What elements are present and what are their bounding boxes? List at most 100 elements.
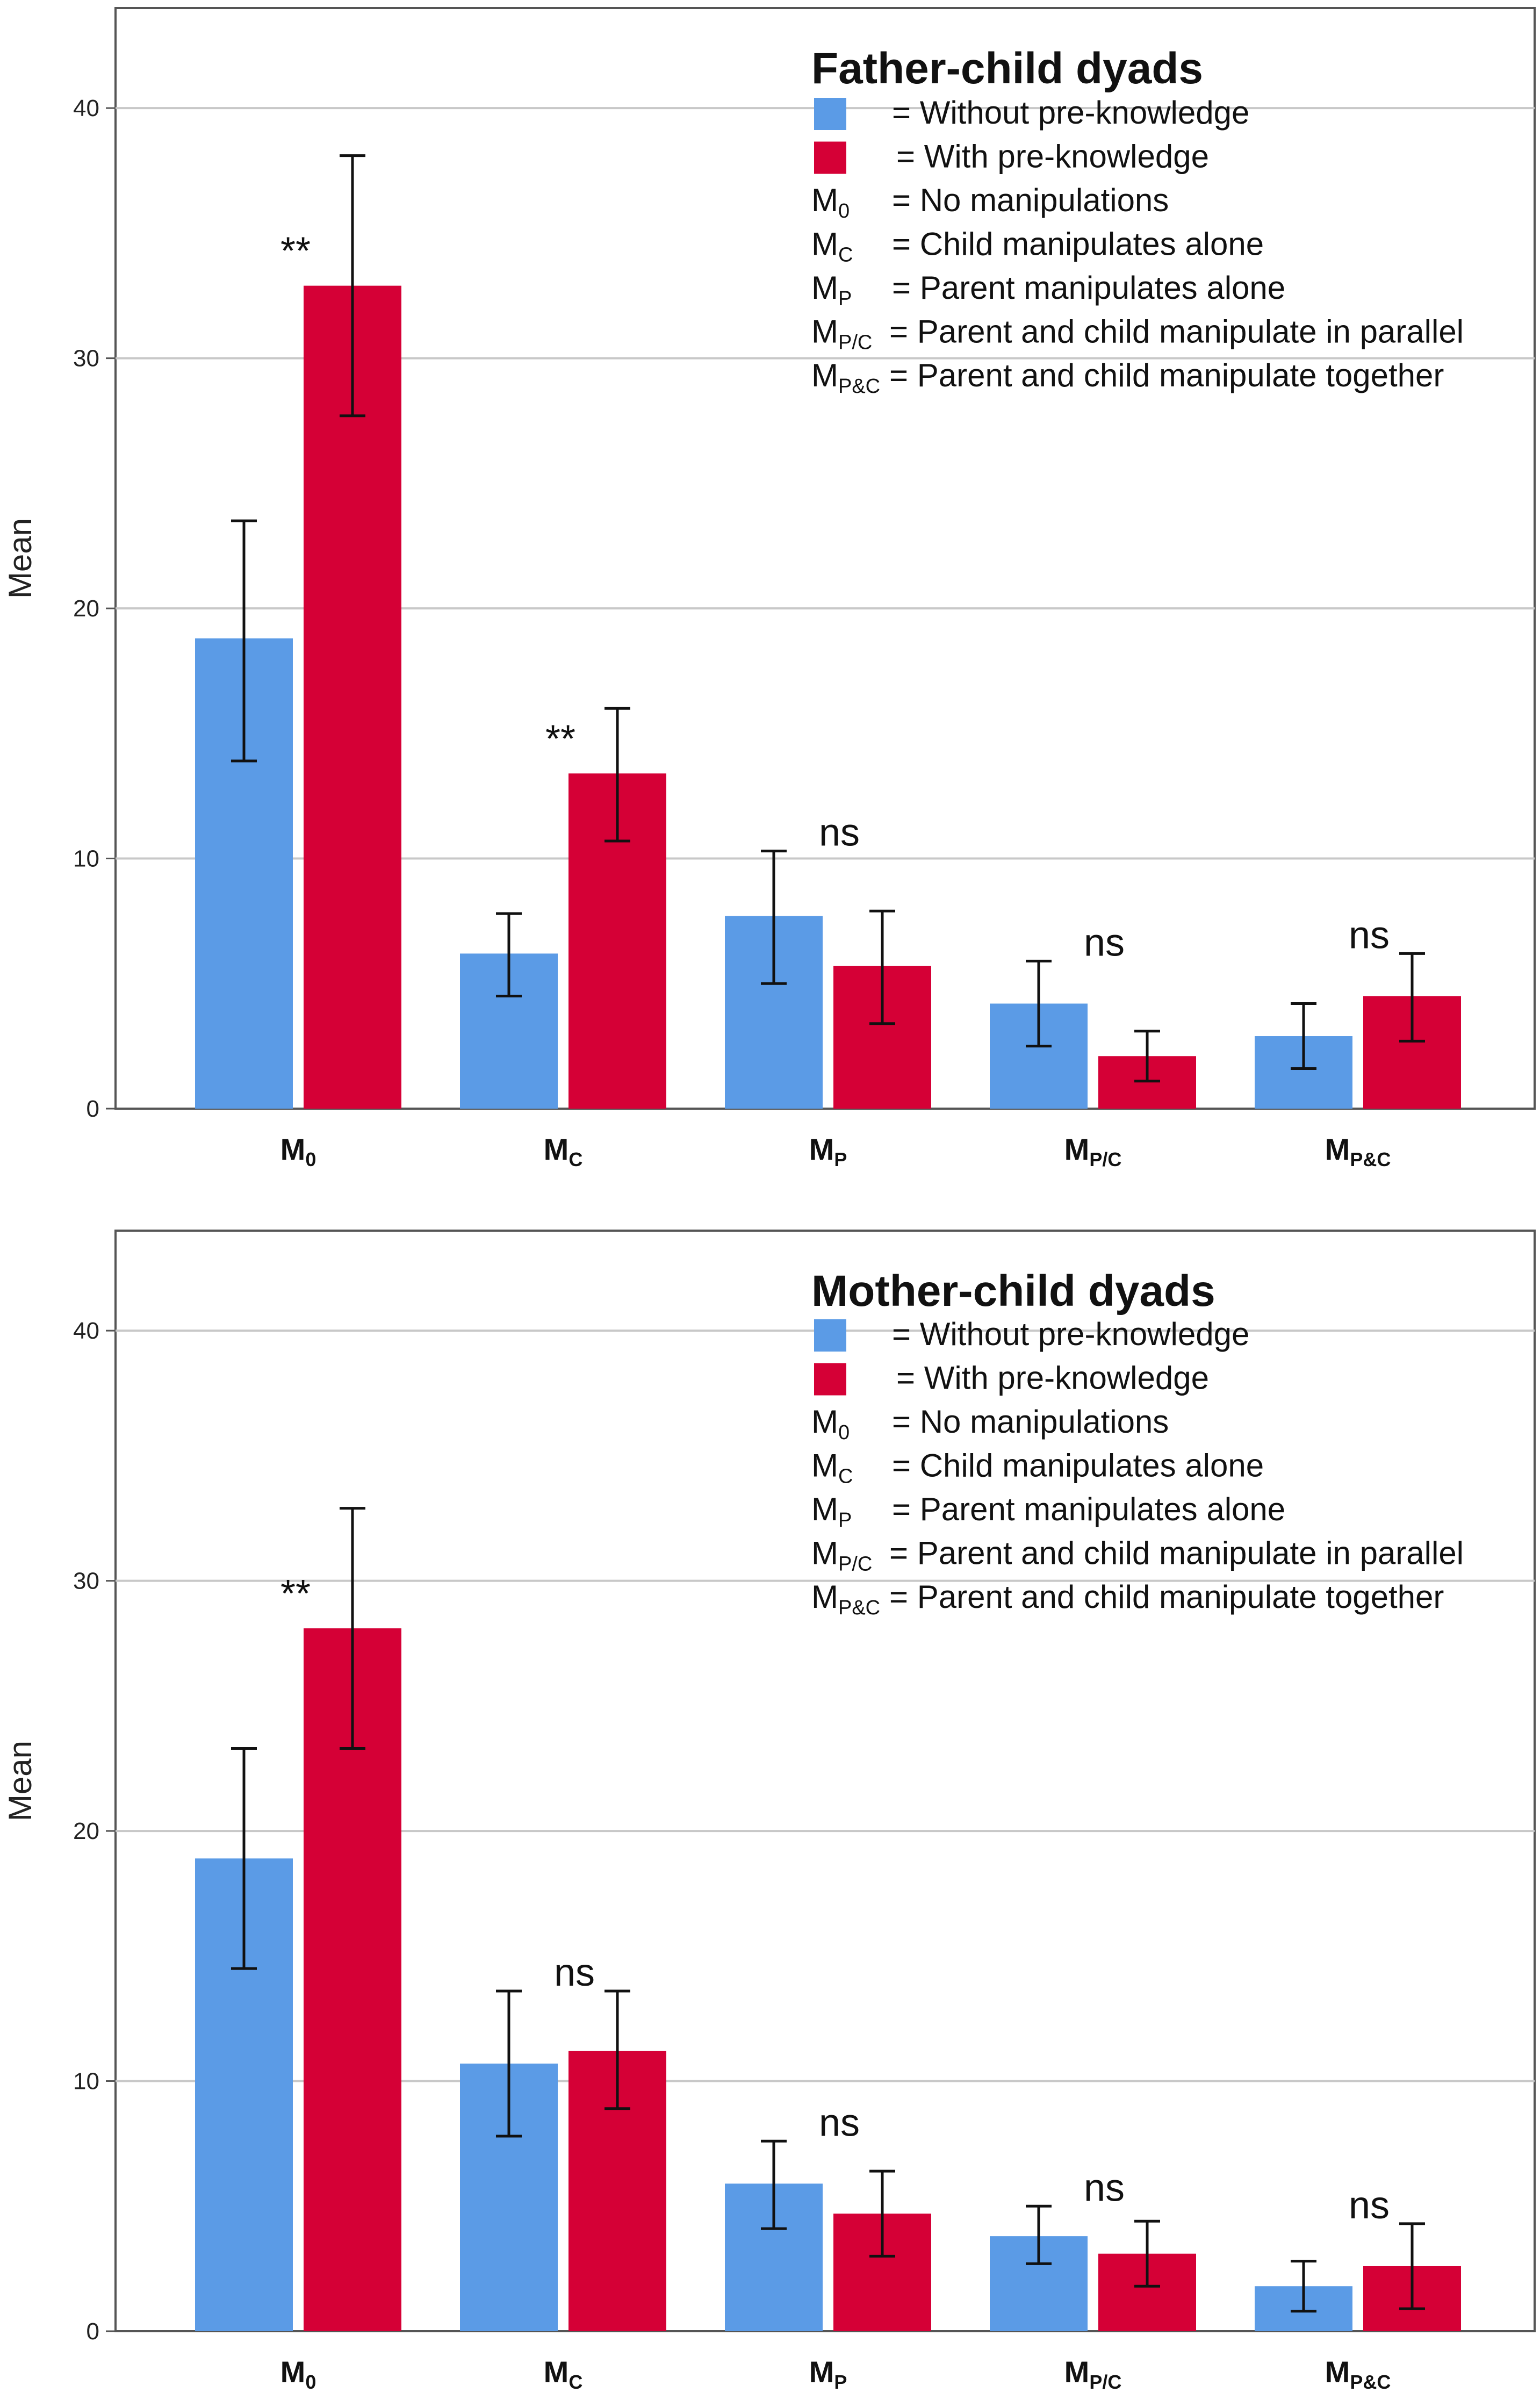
x-tick-label-sub: P [834,1148,847,1170]
x-tick-label-main: M [544,2355,569,2389]
legend-swatch-1 [814,1363,846,1396]
x-tick-label: M0 [280,2355,316,2393]
legend-code: MP/C [811,314,872,354]
legend-code: MC [811,226,853,267]
legend: Father-child dyads= Without pre-knowledg… [811,44,1464,398]
significance-label: ns [1084,921,1125,964]
legend-code-sub: P/C [838,1553,872,1576]
significance-label: ns [1349,2184,1390,2227]
significance-label: ns [554,1951,595,1994]
legend-code: MC [811,1448,853,1488]
significance-label: ** [280,230,311,273]
x-tick-label: MP/C [1064,2355,1122,2393]
legend-code-sub: C [838,1465,853,1488]
legend-entry-text: = No manipulations [892,182,1169,218]
significance-label: ns [1084,2166,1125,2209]
significance-label: ns [1349,914,1390,957]
y-tick-label: 20 [73,595,99,622]
legend-swatch-1 [814,141,846,174]
x-tick-label-main: M [809,2355,834,2389]
legend-code-main: M [811,182,838,218]
legend-entry-text: = Parent manipulates alone [892,1491,1285,1527]
legend-code: MP [811,1491,852,1532]
legend-code-main: M [811,1404,838,1440]
y-tick-label: 0 [87,1096,99,1122]
significance-label: ns [819,811,860,854]
y-tick-label: 30 [73,1568,99,1594]
x-tick-label: MP [809,2355,847,2393]
y-tick-label: 40 [73,95,99,121]
legend-entry-text: = With pre-knowledge [896,1360,1209,1396]
y-tick-label: 10 [73,846,99,872]
x-tick-label: MP/C [1064,1132,1122,1170]
x-tick-label-main: M [1064,1132,1090,1166]
x-tick-label-sub: P/C [1089,2371,1121,2393]
chart-title: Mother-child dyads [811,1267,1215,1316]
chart-panel-0: 010203040Mean**M0**MCnsMPnsMP/CnsMP&CFat… [2,7,1536,1170]
x-tick-label-sub: 0 [305,2371,316,2393]
legend-entry-text: = Child manipulates alone [892,226,1264,262]
legend-code-sub: 0 [838,200,850,222]
x-tick-label-main: M [280,2355,306,2389]
legend-swatch-0 [814,98,846,130]
x-tick-label: MP&C [1325,2355,1391,2393]
bar-with-0[interactable] [304,285,401,1109]
x-tick-label-main: M [1325,2355,1350,2389]
legend-code-main: M [811,1579,838,1615]
x-tick-label: MC [544,2355,583,2393]
x-tick-label-sub: P/C [1089,1148,1121,1170]
legend-code-main: M [811,226,838,262]
legend-entry-text: = Without pre-knowledge [892,95,1249,131]
significance-label: ns [819,2101,860,2144]
legend-code-sub: 0 [838,1421,850,1444]
x-tick-label: MC [544,1132,583,1170]
legend-code: MP [811,270,852,310]
legend-code-main: M [811,1535,838,1571]
legend-entry-text: = Parent and child manipulate together [889,1579,1444,1615]
x-tick-label-main: M [544,1132,569,1166]
chart-panel-1: 010203040Mean**M0nsMCnsMPnsMP/CnsMP&CMot… [2,1230,1536,2393]
x-tick-label-sub: C [568,1148,582,1170]
legend-code-sub: P/C [838,332,872,354]
y-tick-label: 40 [73,1318,99,1344]
y-axis-label: Mean [2,518,38,599]
legend-code-sub: P [838,288,852,310]
legend-entry-text: = Child manipulates alone [892,1448,1264,1484]
legend-code: MP&C [811,1579,880,1619]
x-tick-label-main: M [1064,2355,1090,2389]
chart-title: Father-child dyads [811,44,1203,93]
legend-code-main: M [811,270,838,306]
x-tick-label: MP [809,1132,847,1170]
legend-code: MP&C [811,357,880,398]
y-tick-label: 30 [73,346,99,372]
x-tick-label-sub: P&C [1350,2371,1391,2393]
x-tick-label-main: M [809,1132,834,1166]
x-tick-label-sub: C [568,2371,582,2393]
x-tick-label-sub: P&C [1350,1148,1391,1170]
legend-code: MP/C [811,1535,872,1576]
x-tick-label-main: M [280,1132,306,1166]
legend-swatch-0 [814,1319,846,1352]
legend-code-main: M [811,314,838,350]
y-tick-label: 20 [73,1818,99,1844]
legend-entry-text: = Parent manipulates alone [892,270,1285,306]
legend-code: M0 [811,1404,850,1444]
legend-code-sub: C [838,244,853,267]
legend-code-sub: P [838,1509,852,1532]
y-axis-label: Mean [2,1741,38,1821]
legend-code-sub: P&C [838,375,880,398]
legend-entry-text: = Parent and child manipulate together [889,357,1444,393]
x-tick-label-sub: P [834,2371,847,2393]
legend: Mother-child dyads= Without pre-knowledg… [811,1267,1464,1619]
legend-code-sub: P&C [838,1597,880,1619]
significance-label: ** [545,717,575,760]
legend-entry-text: = No manipulations [892,1404,1169,1440]
legend-code-main: M [811,357,838,393]
legend-entry-text: = With pre-knowledge [896,139,1209,175]
legend-entry-text: = Parent and child manipulate in paralle… [889,314,1464,350]
y-tick-label: 10 [73,2068,99,2095]
x-tick-label-main: M [1325,1132,1350,1166]
legend-entry-text: = Parent and child manipulate in paralle… [889,1535,1464,1571]
significance-label: ** [280,1572,311,1615]
legend-code: M0 [811,182,850,222]
